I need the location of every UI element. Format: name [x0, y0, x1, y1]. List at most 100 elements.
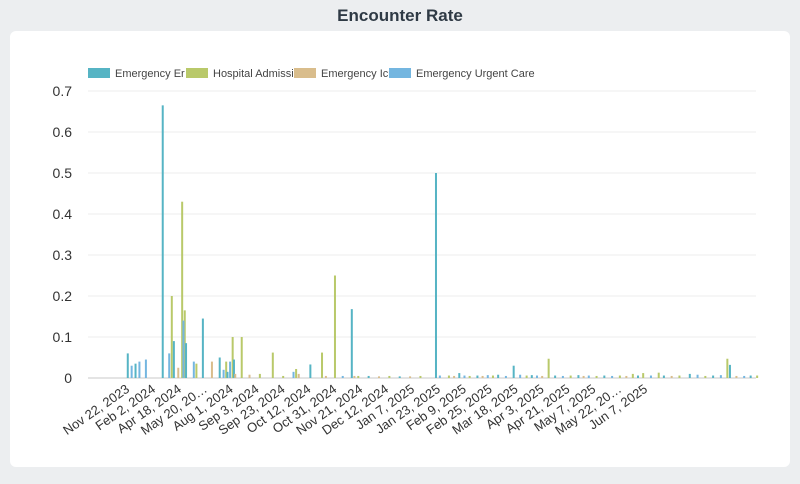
bar[interactable] — [225, 361, 228, 378]
bar[interactable] — [309, 364, 312, 378]
bar[interactable] — [295, 368, 298, 378]
legend-item[interactable]: Emergency Icu — [294, 68, 394, 80]
bar[interactable] — [611, 375, 614, 378]
bar[interactable] — [587, 375, 590, 378]
bar[interactable] — [704, 375, 707, 378]
bar[interactable] — [183, 310, 186, 378]
bar[interactable] — [218, 357, 221, 379]
bar[interactable] — [541, 375, 544, 378]
bar[interactable] — [240, 337, 243, 378]
bar[interactable] — [582, 375, 585, 378]
bar[interactable] — [229, 361, 232, 378]
bar[interactable] — [569, 375, 572, 378]
bar[interactable] — [577, 375, 580, 378]
bar[interactable] — [642, 373, 645, 378]
bar[interactable] — [678, 375, 681, 378]
bar[interactable] — [419, 375, 422, 378]
bar[interactable] — [728, 364, 731, 378]
bar[interactable] — [367, 375, 370, 378]
bar[interactable] — [688, 373, 691, 378]
bar[interactable] — [519, 374, 522, 378]
bar[interactable] — [353, 375, 356, 378]
bar[interactable] — [292, 371, 295, 378]
bar[interactable] — [130, 365, 133, 378]
bar[interactable] — [463, 375, 466, 378]
bar[interactable] — [210, 361, 213, 378]
bar[interactable] — [447, 375, 450, 378]
bar[interactable] — [595, 375, 598, 378]
bar[interactable] — [297, 373, 300, 378]
bar[interactable] — [226, 371, 229, 378]
bar[interactable] — [554, 375, 557, 378]
bar[interactable] — [756, 375, 759, 378]
bar[interactable] — [333, 275, 336, 379]
bar[interactable] — [631, 373, 634, 378]
bar[interactable] — [234, 373, 237, 378]
bar[interactable] — [258, 373, 261, 378]
bar[interactable] — [735, 375, 738, 378]
bar[interactable] — [719, 375, 722, 378]
bar[interactable] — [696, 374, 699, 378]
legend-item[interactable]: Emergency Urgent Care — [389, 68, 535, 80]
bar[interactable] — [726, 358, 729, 378]
bar[interactable] — [525, 375, 528, 378]
bar[interactable] — [357, 375, 360, 378]
bar[interactable] — [453, 375, 456, 378]
bar[interactable] — [350, 309, 353, 378]
bar[interactable] — [181, 201, 184, 378]
bar[interactable] — [398, 376, 401, 378]
bar[interactable] — [468, 375, 471, 378]
bar[interactable] — [712, 375, 715, 378]
bar[interactable] — [749, 375, 752, 378]
bar[interactable] — [388, 375, 391, 378]
bar[interactable] — [497, 374, 500, 378]
bar[interactable] — [743, 375, 746, 378]
bar[interactable] — [481, 375, 484, 378]
bar[interactable] — [458, 373, 461, 378]
legend-item[interactable]: Emergency Er — [88, 68, 185, 80]
bar[interactable] — [438, 375, 441, 378]
bar[interactable] — [185, 343, 188, 378]
bar[interactable] — [625, 375, 628, 378]
bar[interactable] — [434, 173, 437, 378]
bar[interactable] — [271, 352, 274, 378]
bar[interactable] — [170, 296, 173, 378]
bar[interactable] — [182, 320, 185, 378]
bar[interactable] — [547, 358, 550, 378]
bar[interactable] — [138, 361, 141, 378]
bar[interactable] — [603, 375, 606, 378]
bar[interactable] — [491, 375, 494, 378]
bar[interactable] — [530, 375, 533, 378]
bar[interactable] — [512, 365, 515, 378]
bar[interactable] — [657, 372, 660, 378]
bar[interactable] — [486, 375, 489, 378]
bar[interactable] — [324, 375, 327, 378]
bar[interactable] — [168, 353, 171, 378]
legend-item[interactable]: Hospital Admission — [186, 68, 306, 80]
bar[interactable] — [231, 337, 234, 378]
bar[interactable] — [195, 363, 198, 378]
bar[interactable] — [649, 375, 652, 378]
bar[interactable] — [670, 375, 673, 378]
bar[interactable] — [192, 361, 195, 378]
bar[interactable] — [222, 369, 225, 378]
bar[interactable] — [144, 359, 147, 378]
bar[interactable] — [177, 367, 180, 378]
bar[interactable] — [161, 105, 164, 378]
bar[interactable] — [409, 376, 412, 378]
bar[interactable] — [535, 375, 538, 378]
bar[interactable] — [232, 359, 235, 378]
bar[interactable] — [618, 375, 621, 378]
bar[interactable] — [341, 375, 344, 378]
bar[interactable] — [282, 375, 285, 378]
bar[interactable] — [134, 363, 137, 378]
bar[interactable] — [201, 318, 204, 378]
bar[interactable] — [248, 374, 251, 378]
bar[interactable] — [476, 375, 479, 378]
bar[interactable] — [504, 375, 507, 378]
bar[interactable] — [126, 353, 129, 378]
bar[interactable] — [172, 341, 175, 378]
bar[interactable] — [637, 375, 639, 378]
bar[interactable] — [662, 375, 665, 378]
bar[interactable] — [561, 375, 564, 378]
